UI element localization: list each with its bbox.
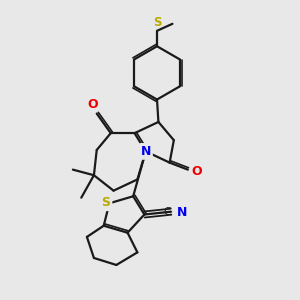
Text: N: N [177, 206, 188, 219]
Text: O: O [191, 164, 202, 178]
Text: O: O [87, 98, 98, 111]
Text: S: S [153, 16, 161, 29]
Text: S: S [101, 196, 110, 209]
Text: N: N [141, 145, 151, 158]
Text: C: C [164, 207, 172, 217]
